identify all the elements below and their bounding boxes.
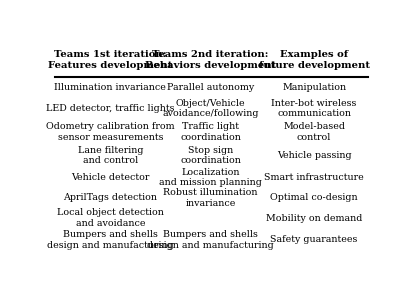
Text: Object/Vehicle
avoidance/following: Object/Vehicle avoidance/following [162,99,259,118]
Text: Manipulation: Manipulation [282,83,346,92]
Text: Illumination invariance: Illumination invariance [54,83,166,92]
Text: Bumpers and shells
design and manufacturing: Bumpers and shells design and manufactur… [147,230,274,250]
Text: Safety guarantees: Safety guarantees [270,235,358,244]
Text: Lane filtering
and control: Lane filtering and control [78,146,143,166]
Text: Teams 2nd iteration:
Behaviors development: Teams 2nd iteration: Behaviors developme… [145,50,276,70]
Text: AprilTags detection: AprilTags detection [63,193,157,202]
Text: Smart infrastructure: Smart infrastructure [264,173,364,182]
Text: Teams 1st iteration:
Features development: Teams 1st iteration: Features developmen… [48,50,173,70]
Text: Localization
and mission planning: Localization and mission planning [159,168,262,188]
Text: Stop sign
coordination: Stop sign coordination [180,146,241,166]
Text: Parallel autonomy: Parallel autonomy [167,83,254,92]
Text: Model-based
control: Model-based control [283,122,345,142]
Text: Vehicle detector: Vehicle detector [71,173,150,182]
Text: Optimal co-design: Optimal co-design [270,193,358,202]
Text: Odometry calibration from
sensor measurements: Odometry calibration from sensor measure… [46,122,175,142]
Text: Robust illumination
invariance: Robust illumination invariance [164,188,258,208]
Text: Vehicle passing: Vehicle passing [277,151,351,160]
Text: LED detector, traffic lights: LED detector, traffic lights [46,104,175,113]
Text: Inter-bot wireless
communication: Inter-bot wireless communication [272,99,357,118]
Text: Bumpers and shells
design and manufacturing: Bumpers and shells design and manufactur… [47,230,174,250]
Text: Mobility on demand: Mobility on demand [266,213,363,222]
Text: Traffic light
coordination: Traffic light coordination [180,122,241,142]
Text: Local object detection
and avoidance: Local object detection and avoidance [57,208,164,228]
Text: Examples of
future development: Examples of future development [259,50,369,70]
